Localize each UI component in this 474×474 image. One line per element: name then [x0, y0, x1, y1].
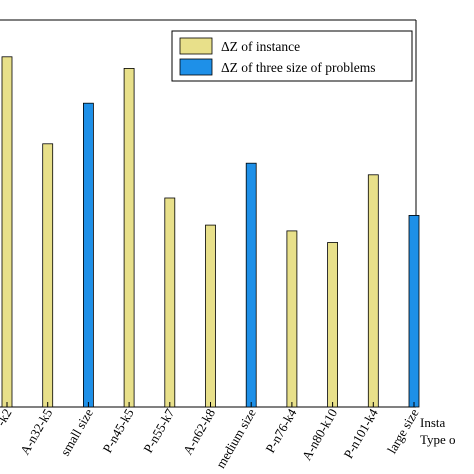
x-tick-label: A-n62-k8 [180, 406, 218, 457]
x-tick-label: P-n101-k4 [340, 406, 381, 461]
bar-k2 [1, 56, 13, 408]
x-tick-label: A-n80-k10 [299, 406, 341, 463]
bars-group [1, 56, 420, 408]
bar-a-n62-k8 [205, 224, 216, 408]
bar-p-n101-k4 [367, 174, 379, 408]
bar-p-n76-k4 [286, 230, 298, 408]
x-ticks-group [6, 402, 415, 407]
bar-p-n55-k7 [164, 197, 176, 408]
x-axis-title-line-1: Insta [420, 415, 446, 430]
bar-medium-size [245, 162, 257, 408]
bar-p-n45-k5 [123, 68, 135, 408]
legend-swatch-instance [179, 37, 213, 55]
x-tick-labels-group: -k2 A-n32-k5 small size P-n45-k5 P-n55-k7 A-n… [0, 406, 422, 471]
x-tick-label: medium size [213, 406, 259, 471]
legend: ΔZ of instance ΔZ of three size of probl… [171, 30, 413, 82]
x-tick-label: large size [384, 406, 422, 456]
x-tick-label: A-n32-k5 [17, 406, 55, 457]
x-tick-label: P-n76-k4 [262, 406, 299, 456]
bar-large-size [408, 214, 420, 408]
bar-small-size [83, 102, 94, 408]
legend-label-instance: ΔZ of instance [221, 39, 300, 54]
legend-label-problems: ΔZ of three size of problems [221, 60, 376, 75]
x-tick-label: P-n55-k7 [140, 406, 177, 456]
x-tick-label: P-n45-k5 [100, 406, 137, 455]
legend-swatch-problems [179, 58, 213, 76]
x-tick-label: -k2 [0, 406, 15, 429]
bar-a-n32-k5 [42, 143, 54, 408]
x-axis-title-line-2: Type o [420, 432, 456, 447]
x-tick-label: small size [57, 406, 96, 458]
bar-a-n80-k10 [327, 242, 339, 408]
